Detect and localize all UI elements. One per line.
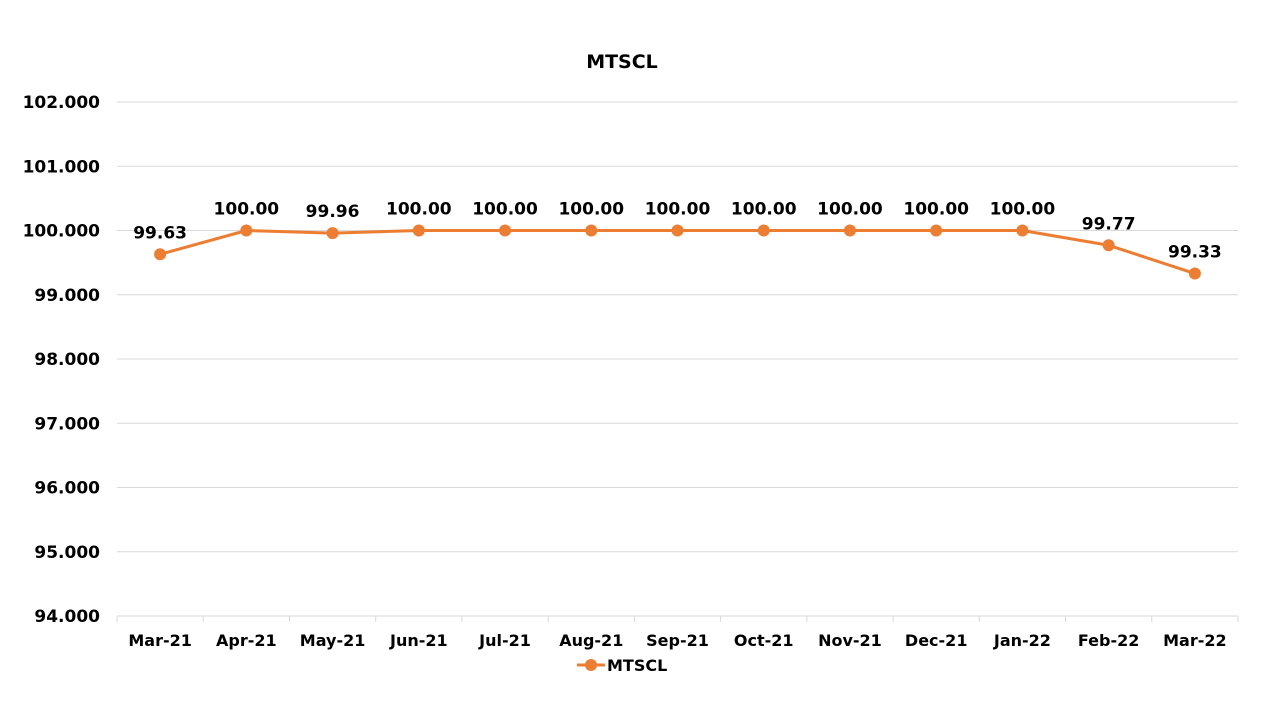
data-point xyxy=(843,224,856,237)
y-tick-label: 102.000 xyxy=(23,93,101,113)
x-tick-label: Apr-21 xyxy=(216,631,277,650)
x-tick-label: Nov-21 xyxy=(818,631,882,650)
data-label: 99.33 xyxy=(1168,243,1222,263)
y-tick-label: 97.000 xyxy=(34,414,100,434)
x-axis: Mar-21 Apr-21 May-21 Jun-21 Jul-21 Aug-21 Sep-… xyxy=(116,616,1239,650)
data-label: 100.00 xyxy=(386,200,452,220)
x-tick-label: Jan-22 xyxy=(993,631,1051,650)
x-tick-label: Jun-21 xyxy=(389,631,448,650)
data-label: 99.63 xyxy=(133,223,187,243)
data-point xyxy=(1188,267,1201,280)
data-point xyxy=(240,224,253,237)
legend-marker-icon xyxy=(585,659,597,671)
y-tick-label: 100.000 xyxy=(23,222,101,242)
data-point xyxy=(671,224,684,237)
x-tick-label: May-21 xyxy=(300,631,366,650)
y-tick-label: 98.000 xyxy=(34,350,100,370)
y-tick-label: 99.000 xyxy=(34,286,100,306)
data-label: 100.00 xyxy=(472,200,538,220)
data-point xyxy=(757,224,770,237)
x-tick-label: Mar-21 xyxy=(128,631,192,650)
data-label: 99.96 xyxy=(306,202,360,222)
y-tick-label: 101.000 xyxy=(23,157,101,177)
legend-label: MTSCL xyxy=(607,656,667,675)
y-axis: 94.000 95.000 96.000 97.000 98.000 99.000 100.… xyxy=(23,93,101,627)
y-tick-label: 96.000 xyxy=(34,479,100,499)
x-tick-label: Feb-22 xyxy=(1078,631,1140,650)
x-tick-label: Aug-21 xyxy=(559,631,623,650)
series-group: 99.63 100.00 99.96 100.00 100.00 100.00 100.00… xyxy=(133,200,1222,280)
data-point xyxy=(1102,239,1115,252)
y-tick-label: 94.000 xyxy=(34,607,100,627)
data-label: 100.00 xyxy=(558,200,624,220)
data-point xyxy=(412,224,425,237)
data-point xyxy=(499,224,512,237)
legend: MTSCL xyxy=(577,656,667,675)
gridlines xyxy=(117,101,1238,617)
data-point xyxy=(930,224,943,237)
data-label: 100.00 xyxy=(731,200,797,220)
data-label: 100.00 xyxy=(990,200,1056,220)
y-tick-label: 95.000 xyxy=(34,543,100,563)
data-label: 100.00 xyxy=(214,200,280,220)
data-label: 99.77 xyxy=(1082,214,1136,234)
x-tick-label: Dec-21 xyxy=(905,631,968,650)
x-tick-label: Mar-22 xyxy=(1163,631,1227,650)
series-line xyxy=(159,229,1196,275)
x-tick-label: Oct-21 xyxy=(734,631,794,650)
data-point xyxy=(1016,224,1029,237)
x-tick-label: Sep-21 xyxy=(646,631,709,650)
data-label: 100.00 xyxy=(903,200,969,220)
chart-title: MTSCL xyxy=(586,51,658,73)
data-point xyxy=(326,227,339,240)
data-label: 100.00 xyxy=(817,200,883,220)
data-label: 100.00 xyxy=(645,200,711,220)
data-point xyxy=(154,248,167,261)
data-point xyxy=(585,224,598,237)
x-tick-label: Jul-21 xyxy=(478,631,531,650)
